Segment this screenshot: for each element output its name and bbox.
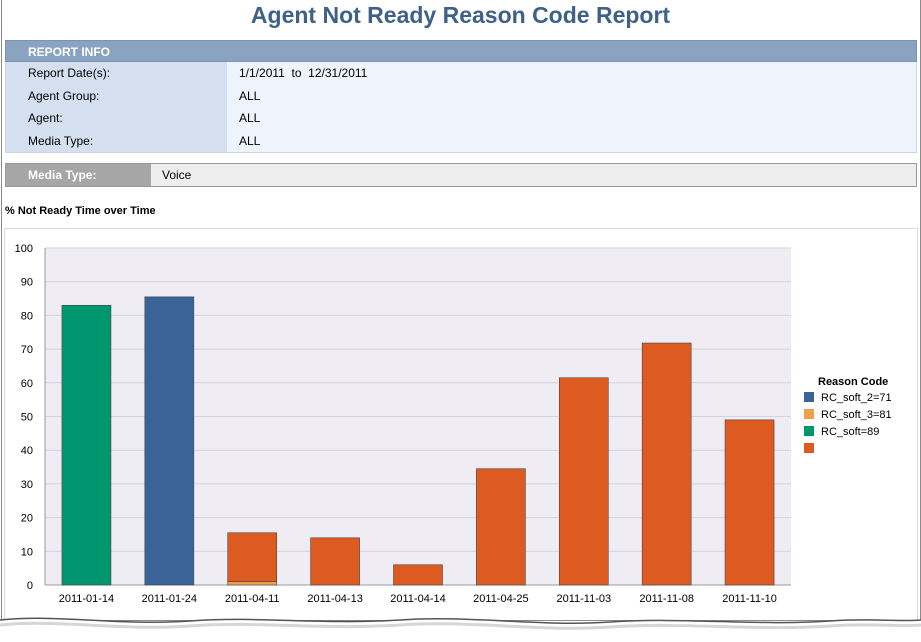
bar [641,342,692,586]
y-tick-label: 80 [21,310,33,322]
legend-swatch [804,392,814,402]
report-info-table: Report Date(s): 1/1/2011 to 12/31/2011 A… [5,62,917,153]
legend-label: RC_soft_3=81 [821,409,892,421]
legend-swatch [804,443,814,453]
report-info-row-agent: Agent: ALL [6,107,916,130]
report-info-row-agent-group: Agent Group: ALL [6,84,916,107]
bar [393,564,443,586]
media-type-value: ALL [227,129,916,152]
y-tick-label: 30 [21,479,33,491]
media-type-bar-value: Voice [151,164,916,186]
report-info-row-media-type: Media Type: ALL [6,129,916,152]
y-tick-label: 70 [21,344,33,356]
agent-group-label: Agent Group: [6,84,227,107]
x-tick-label: 2011-04-25 [473,593,528,605]
y-tick-label: 60 [21,378,33,390]
agent-value: ALL [227,107,916,130]
legend-label: RC_soft=89 [821,426,879,438]
y-tick-label: 0 [27,580,33,592]
y-tick-label: 10 [21,546,33,558]
x-tick-label: 2011-04-13 [307,593,362,605]
bar [310,537,360,586]
bar [476,468,526,586]
media-type-bar: Media Type: Voice [5,163,917,187]
y-tick-label: 20 [21,513,33,525]
bar [61,304,112,586]
x-tick-label: 2011-11-08 [639,593,694,605]
agent-group-value: ALL [227,84,916,107]
chart-heading: % Not Ready Time over Time [5,205,156,217]
y-tick-label: 50 [21,412,33,424]
report-info-row-date: Report Date(s): 1/1/2011 to 12/31/2011 [6,62,916,85]
media-type-label: Media Type: [6,129,227,152]
bar [558,377,609,586]
torn-edge [0,617,921,642]
y-tick-label: 90 [21,277,33,289]
agent-label: Agent: [6,107,227,130]
y-tick-label: 100 [15,243,33,255]
legend-label: RC_soft_2=71 [821,392,892,404]
report-date-label: Report Date(s): [6,62,227,85]
legend-title: Reason Code [818,376,888,388]
x-tick-label: 2011-04-14 [390,593,445,605]
legend-swatch [804,409,814,419]
media-type-bar-label: Media Type: [6,164,151,186]
legend-swatch [804,426,814,436]
x-tick-label: 2011-04-11 [225,593,280,605]
x-tick-label: 2011-01-14 [59,593,114,605]
bar-chart: 0 10 20 30 40 50 60 70 80 90 100 2011-01-14 2011-01-… [15,243,892,630]
report-date-value: 1/1/2011 to 12/31/2011 [227,62,916,85]
x-tick-label: 2011-01-24 [142,593,197,605]
x-tick-label: 2011-11-03 [556,593,611,605]
x-tick-label: 2011-11-10 [722,593,777,605]
bar [144,296,195,586]
bar [227,532,278,582]
bar [724,419,775,586]
y-tick-label: 40 [21,445,33,457]
report-info-header: REPORT INFO [5,40,917,62]
report-title: Agent Not Ready Reason Code Report [250,2,671,28]
bar [227,581,278,586]
chart-container: 0 10 20 30 40 50 60 70 80 90 100 2011-01-14 2011-01-… [4,228,918,630]
